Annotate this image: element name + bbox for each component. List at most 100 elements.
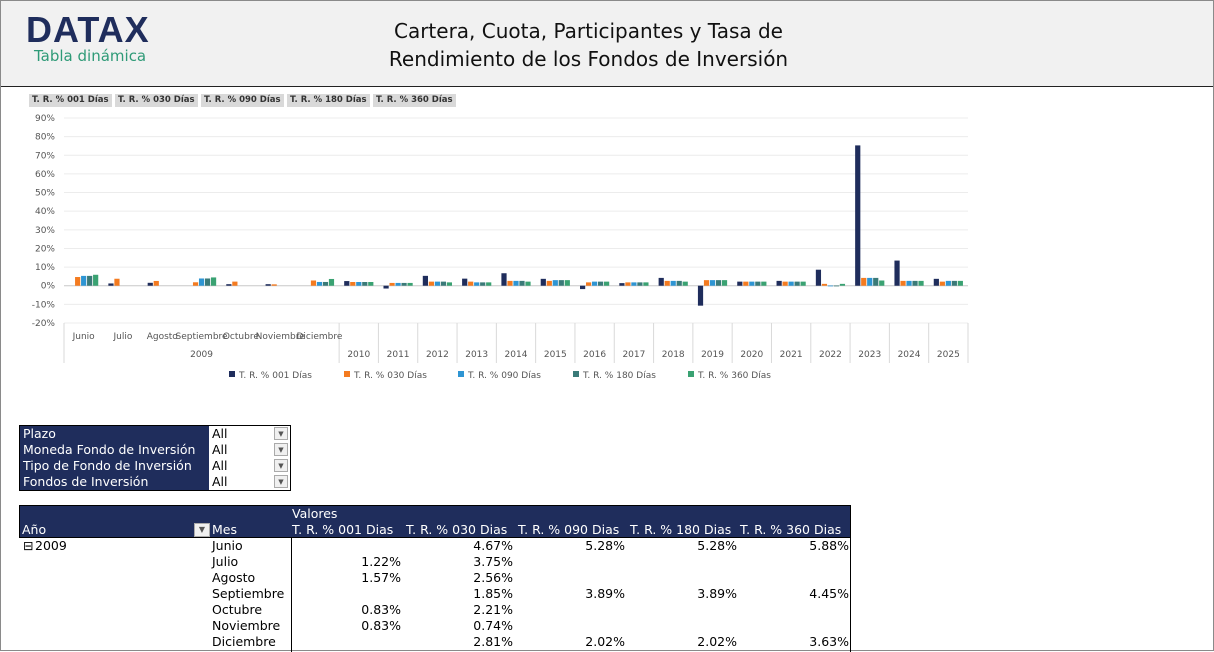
bar (552, 280, 558, 286)
filter-row: Fondos de Inversión All ▼ (20, 474, 290, 490)
x-tick-label: Julio (113, 332, 133, 342)
y-tick-label: 60% (35, 170, 55, 180)
bar (108, 283, 114, 286)
bar (192, 282, 199, 286)
value-cell: 4.45% (809, 586, 849, 601)
filter-label: Tipo de Fondo de Inversión (23, 458, 192, 473)
bar (198, 278, 205, 286)
subtitle: Tabla dinámica (34, 47, 147, 65)
bar (395, 282, 401, 286)
x-tick-label: 2016 (583, 350, 606, 360)
dropdown-arrow-icon[interactable]: ▼ (274, 475, 288, 488)
bar (761, 281, 767, 286)
x-tick-label: Septiembre (176, 332, 229, 342)
legend-label: T. R. % 030 Días (353, 371, 427, 381)
bar (513, 280, 519, 286)
bar (440, 281, 446, 286)
bar (815, 269, 822, 286)
month-cell: Junio (212, 538, 243, 553)
filter-label: Moneda Fondo de Inversión (23, 442, 196, 457)
year-filter-dropdown[interactable]: ▼ (194, 523, 210, 537)
values-border (291, 538, 851, 652)
bar (310, 280, 317, 286)
col-header-090: T. R. % 090 Dias (518, 522, 620, 537)
bar (918, 280, 924, 286)
col-header-001: T. R. % 001 Dias (292, 522, 394, 537)
value-cell: 2.21% (473, 602, 513, 617)
bar (833, 285, 840, 287)
field-button-030[interactable]: T. R. % 030 Días (115, 94, 198, 107)
bar (625, 282, 631, 286)
value-cell: 0.83% (361, 602, 401, 617)
value-cell: 1.22% (361, 554, 401, 569)
legend-swatch (688, 371, 694, 377)
bar (580, 285, 586, 290)
value-cell: 2.02% (585, 634, 625, 649)
bar (265, 284, 271, 286)
value-cell: 3.89% (697, 586, 737, 601)
bar (912, 280, 918, 286)
bar (670, 280, 676, 286)
bar (827, 285, 834, 287)
bar (210, 277, 217, 286)
bar (344, 281, 350, 286)
value-cell: 2.81% (473, 634, 513, 649)
dropdown-arrow-icon[interactable]: ▼ (274, 443, 288, 456)
bar (271, 284, 277, 286)
filter-value[interactable]: All ▼ (209, 458, 290, 474)
bar (957, 280, 963, 286)
table-row: Agosto 1.57% 2.56% (19, 570, 851, 586)
collapse-icon[interactable]: ⊟ (23, 538, 34, 553)
filter-row: Moneda Fondo de Inversión All ▼ (20, 442, 290, 458)
value-cell: 0.83% (361, 618, 401, 633)
filter-value-text: All (212, 474, 228, 489)
bar (637, 282, 643, 286)
month-cell: Septiembre (212, 586, 285, 601)
title-line-1: Cartera, Cuota, Participantes y Tasa de (393, 19, 783, 43)
dropdown-arrow-icon[interactable]: ▼ (274, 427, 288, 440)
value-cell: 5.28% (697, 538, 737, 553)
filter-value-text: All (212, 458, 228, 473)
y-tick-label: 70% (35, 151, 55, 161)
field-button-180[interactable]: T. R. % 180 Días (287, 94, 370, 107)
bar (721, 280, 728, 286)
table-row: Noviembre 0.83% 0.74% (19, 618, 851, 634)
value-cell: 3.89% (585, 586, 625, 601)
filter-label: Plazo (23, 426, 56, 441)
bar (709, 280, 716, 286)
filter-value[interactable]: All ▼ (209, 426, 290, 442)
x-tick-label: Junio (72, 332, 96, 342)
x-tick-label: 2021 (780, 350, 803, 360)
filter-label: Fondos de Inversión (23, 474, 149, 489)
field-button-001[interactable]: T. R. % 001 Días (29, 94, 112, 107)
value-cell: 3.63% (809, 634, 849, 649)
legend-swatch (344, 371, 350, 377)
dropdown-arrow-icon[interactable]: ▼ (274, 459, 288, 472)
bar (389, 282, 395, 286)
bar (879, 280, 885, 286)
x-tick-label: 2025 (937, 350, 960, 360)
bar (598, 281, 604, 286)
bar (945, 280, 951, 286)
pivot-table: Valores Año ▼ Mes T. R. % 001 Dias T. R.… (19, 505, 851, 650)
bar (232, 281, 238, 286)
bar (462, 278, 468, 286)
bar (350, 282, 356, 286)
bar (743, 281, 749, 286)
y-tick-label: -10% (32, 300, 56, 310)
filter-value[interactable]: All ▼ (209, 474, 290, 490)
filter-value[interactable]: All ▼ (209, 442, 290, 458)
value-cell: 5.88% (809, 538, 849, 553)
bar (407, 282, 413, 286)
bar (586, 282, 592, 286)
x-tick-label: 2020 (740, 350, 763, 360)
bar (316, 281, 323, 286)
field-button-090[interactable]: T. R. % 090 Días (201, 94, 284, 107)
datax-logo: DATAX (26, 9, 150, 50)
y-tick-label: -20% (32, 319, 56, 329)
legend-swatch (229, 371, 235, 377)
bar (776, 280, 782, 286)
field-button-360[interactable]: T. R. % 360 Días (373, 94, 456, 107)
pivot-chart: 90% 80% 70% 60% 50% 40% 30% 20% 10% 0% -10% -20% Jun… (32, 114, 969, 381)
bar (800, 281, 806, 286)
